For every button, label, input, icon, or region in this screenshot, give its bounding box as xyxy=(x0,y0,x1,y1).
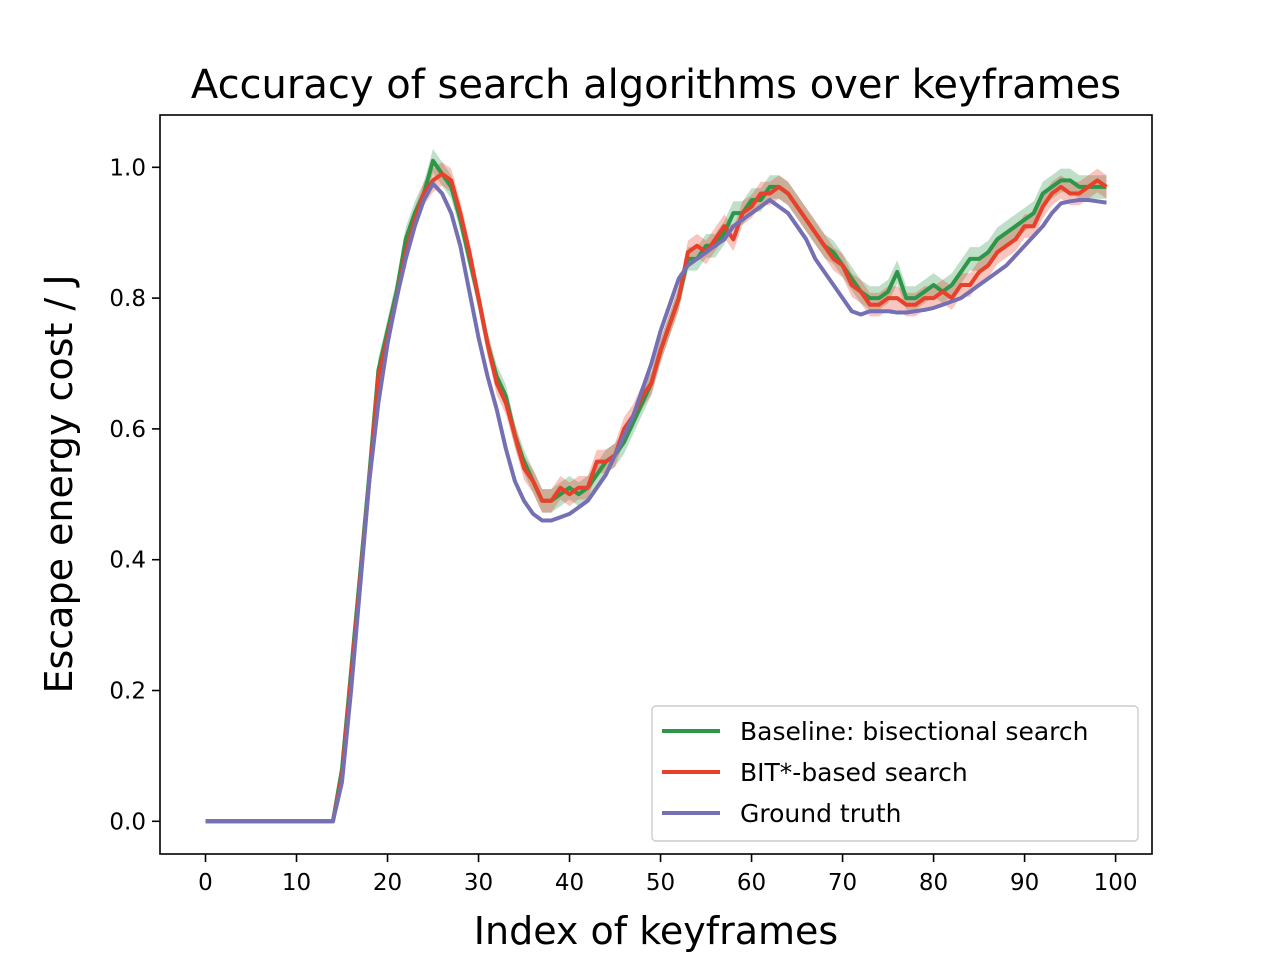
y-axis-ticks: 0.0 0.2 0.4 0.6 0.8 1.0 xyxy=(109,155,160,835)
series-lines xyxy=(205,158,1108,824)
x-tick-label: 90 xyxy=(1010,870,1039,896)
x-tick-label: 80 xyxy=(919,870,948,896)
legend: Baseline: bisectional search BIT*-based s… xyxy=(651,705,1139,842)
y-tick-label: 0.8 xyxy=(109,286,146,312)
bit-based-search-band xyxy=(205,162,1107,822)
plot-frame xyxy=(159,114,1153,855)
confidence-bands xyxy=(205,149,1107,822)
y-tick-label: 0.6 xyxy=(109,417,146,443)
x-tick-label: 0 xyxy=(198,870,213,896)
legend-label-bit-based-search: BIT*-based search xyxy=(740,758,968,787)
legend-label-baseline-bisectional-search: Baseline: bisectional search xyxy=(740,717,1088,746)
x-tick-label: 50 xyxy=(646,870,675,896)
x-tick-label: 60 xyxy=(737,870,766,896)
y-tick-label: 0.4 xyxy=(109,548,146,574)
x-tick-label: 10 xyxy=(282,870,311,896)
chart-title: Accuracy of search algorithms over keyfr… xyxy=(191,62,1121,108)
x-axis-label: Index of keyframes xyxy=(474,909,838,953)
x-tick-label: 70 xyxy=(828,870,857,896)
baseline-bisectional-search-band xyxy=(205,149,1107,822)
x-tick-label: 20 xyxy=(373,870,402,896)
x-tick-label: 40 xyxy=(555,870,584,896)
x-axis-ticks: 0 10 20 30 40 50 60 70 80 90 100 xyxy=(198,854,1138,896)
x-tick-label: 30 xyxy=(464,870,493,896)
ground-truth-line xyxy=(205,181,1107,824)
y-tick-label: 0.2 xyxy=(109,679,146,705)
y-axis-label: Escape energy cost / J xyxy=(37,274,81,693)
legend-label-ground-truth: Ground truth xyxy=(740,799,901,828)
y-tick-label: 0.0 xyxy=(109,809,146,835)
legend-box xyxy=(651,705,1139,842)
x-tick-label: 100 xyxy=(1094,870,1138,896)
y-tick-label: 1.0 xyxy=(109,155,146,181)
